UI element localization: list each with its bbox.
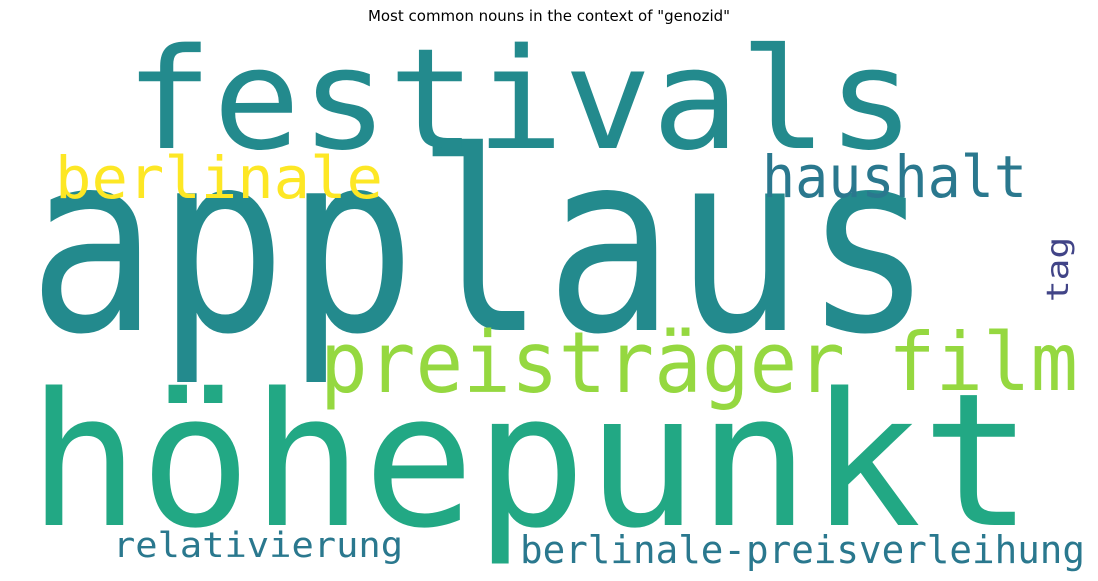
word-applaus: applaus: [28, 98, 933, 389]
word-tag: tag: [1041, 237, 1076, 302]
word-festivals: festivals: [125, 19, 915, 182]
word-relativierung: relativierung: [113, 526, 403, 566]
word-preisträger: preisträger: [320, 314, 845, 413]
word-berlinale-preisverleihung: berlinale-preisverleihung: [520, 528, 1085, 572]
word-haushalt: haushalt: [762, 143, 1027, 211]
word-höhepunkt: höhepunkt: [28, 353, 1033, 569]
chart-title: Most common nouns in the context of "gen…: [367, 7, 731, 25]
word-film: film: [888, 316, 1078, 409]
word-berlinale: berlinale: [55, 144, 383, 212]
cloud-background: [28, 29, 1083, 576]
